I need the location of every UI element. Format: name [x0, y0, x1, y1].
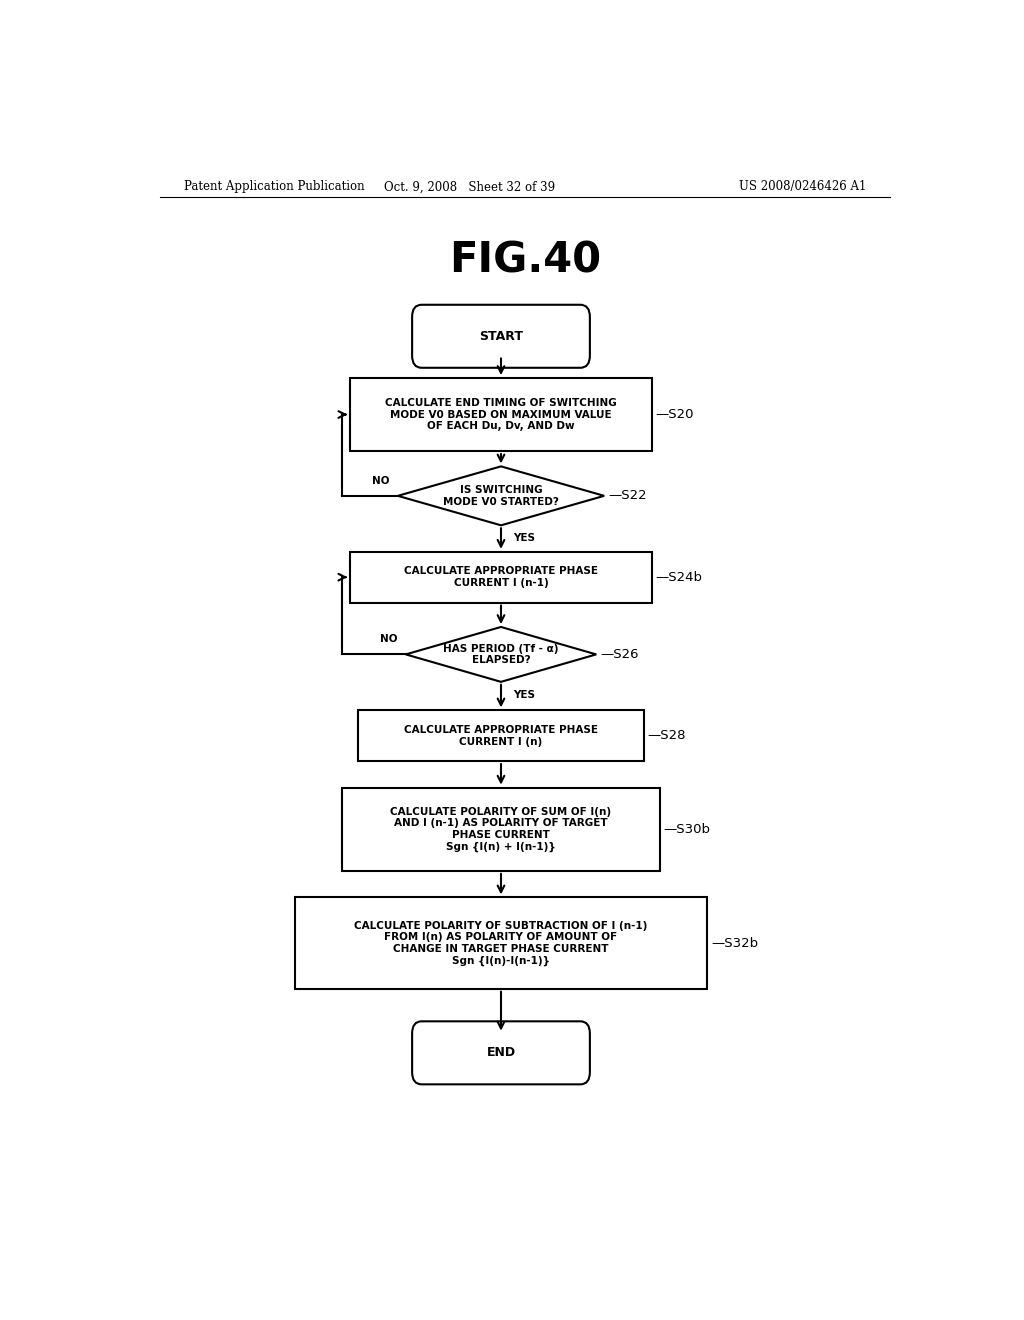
Text: NO: NO [380, 634, 397, 644]
Text: —S26: —S26 [600, 648, 639, 661]
Text: FIG.40: FIG.40 [449, 239, 601, 281]
Text: —S22: —S22 [608, 490, 647, 503]
Text: Patent Application Publication: Patent Application Publication [183, 181, 365, 193]
Text: HAS PERIOD (Tf - α)
ELAPSED?: HAS PERIOD (Tf - α) ELAPSED? [443, 644, 559, 665]
Text: START: START [479, 330, 523, 343]
Text: US 2008/0246426 A1: US 2008/0246426 A1 [738, 181, 866, 193]
Text: CALCULATE END TIMING OF SWITCHING
MODE V0 BASED ON MAXIMUM VALUE
OF EACH Du, Dv,: CALCULATE END TIMING OF SWITCHING MODE V… [385, 397, 616, 432]
Bar [350, 552, 651, 602]
Text: —S32b: —S32b [712, 937, 759, 949]
Text: CALCULATE POLARITY OF SUBTRACTION OF I (n-1)
FROM I(n) AS POLARITY OF AMOUNT OF
: CALCULATE POLARITY OF SUBTRACTION OF I (… [354, 920, 647, 966]
Polygon shape [397, 466, 604, 525]
Bar [358, 710, 644, 762]
Text: Oct. 9, 2008   Sheet 32 of 39: Oct. 9, 2008 Sheet 32 of 39 [384, 181, 555, 193]
Text: CALCULATE POLARITY OF SUM OF I(n)
AND I (n-1) AS POLARITY OF TARGET
PHASE CURREN: CALCULATE POLARITY OF SUM OF I(n) AND I … [390, 807, 611, 851]
Text: END: END [486, 1047, 515, 1060]
Text: YES: YES [513, 533, 535, 544]
Text: —S24b: —S24b [655, 570, 702, 583]
Polygon shape [406, 627, 596, 682]
Text: —S30b: —S30b [664, 822, 711, 836]
FancyBboxPatch shape [412, 305, 590, 368]
Bar [342, 788, 659, 871]
Bar [350, 378, 651, 451]
Text: NO: NO [373, 475, 390, 486]
Bar [295, 898, 708, 989]
Text: —S20: —S20 [655, 408, 694, 421]
Text: CALCULATE APPROPRIATE PHASE
CURRENT I (n): CALCULATE APPROPRIATE PHASE CURRENT I (n… [404, 725, 598, 747]
FancyBboxPatch shape [412, 1022, 590, 1084]
Text: IS SWITCHING
MODE V0 STARTED?: IS SWITCHING MODE V0 STARTED? [443, 484, 559, 507]
Text: —S28: —S28 [648, 729, 686, 742]
Text: CALCULATE APPROPRIATE PHASE
CURRENT I (n-1): CALCULATE APPROPRIATE PHASE CURRENT I (n… [404, 566, 598, 587]
Text: YES: YES [513, 690, 535, 700]
